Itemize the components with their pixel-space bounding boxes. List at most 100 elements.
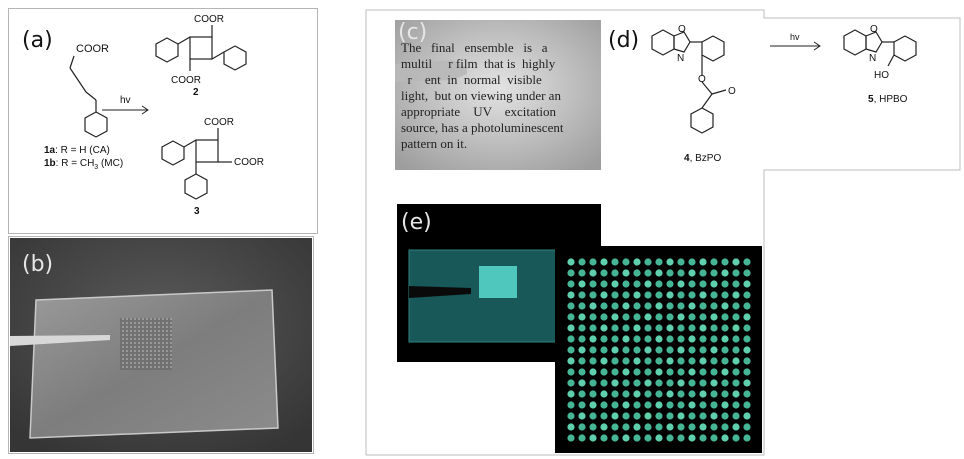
- array-dot: [710, 412, 718, 420]
- array-dot: [699, 335, 707, 343]
- array-dot: [732, 280, 740, 288]
- array-dot: [600, 379, 608, 387]
- array-dot: [622, 280, 630, 288]
- array-dot: [600, 357, 608, 365]
- array-dot: [600, 280, 608, 288]
- reaction-arrow-a: [102, 105, 149, 115]
- array-dot: [578, 324, 586, 332]
- array-dot: [666, 335, 674, 343]
- array-dot: [622, 379, 630, 387]
- dot-array: [567, 258, 751, 442]
- array-dot: [666, 313, 674, 321]
- product-3-coor-right: COOR: [234, 157, 264, 168]
- array-dot: [688, 368, 696, 376]
- array-dot: [743, 291, 751, 299]
- array-dot: [732, 291, 740, 299]
- compound-5-caption: 5, HPBO: [868, 94, 908, 105]
- array-dot: [732, 357, 740, 365]
- array-dot: [600, 401, 608, 409]
- array-dot: [743, 324, 751, 332]
- panel-d: (d) O N O O 4, BzPO hv: [604, 20, 958, 170]
- product-2-coor-bottom: COOR: [171, 75, 201, 86]
- array-dot: [666, 258, 674, 266]
- array-dot: [633, 280, 641, 288]
- array-dot: [600, 412, 608, 420]
- panel-b-label: (b): [22, 252, 54, 277]
- array-dot: [644, 401, 652, 409]
- array-dot: [644, 346, 652, 354]
- array-dot: [578, 423, 586, 431]
- array-dot: [644, 269, 652, 277]
- array-dot: [732, 401, 740, 409]
- array-dot: [600, 434, 608, 442]
- legend-1b: 1b: R = CH3 (MC): [44, 158, 123, 171]
- array-dot: [589, 269, 597, 277]
- array-dot: [732, 412, 740, 420]
- array-dot: [655, 390, 663, 398]
- array-dot: [589, 346, 597, 354]
- reagent-coor: COOR: [76, 43, 109, 55]
- array-dot: [589, 258, 597, 266]
- array-dot: [721, 324, 729, 332]
- array-dot: [567, 335, 575, 343]
- panel-e-label: (e): [401, 210, 432, 235]
- array-dot: [622, 258, 630, 266]
- array-dot: [655, 335, 663, 343]
- bzpo-carbonyl-o: O: [728, 86, 736, 97]
- array-dot: [578, 390, 586, 398]
- array-dot: [589, 291, 597, 299]
- array-dot: [666, 302, 674, 310]
- array-dot: [721, 302, 729, 310]
- hpbo-atom-o: O: [870, 24, 878, 35]
- panel-c-backdrop: [395, 20, 601, 170]
- bzpo-atom-n: N: [677, 53, 684, 64]
- array-dot: [644, 313, 652, 321]
- product-2-number: 2: [193, 87, 199, 98]
- array-dot: [688, 258, 696, 266]
- array-dot: [721, 335, 729, 343]
- array-dot: [666, 346, 674, 354]
- array-dot: [732, 368, 740, 376]
- bzpo-ester-o: O: [698, 74, 706, 85]
- array-dot: [589, 357, 597, 365]
- panel-b-photo: (b): [10, 238, 312, 452]
- array-dot: [688, 357, 696, 365]
- array-dot: [688, 280, 696, 288]
- array-dot: [721, 357, 729, 365]
- array-dot: [578, 258, 586, 266]
- array-dot: [622, 412, 630, 420]
- array-dot: [600, 302, 608, 310]
- array-dot: [611, 379, 619, 387]
- hpbo-atom-ho: HO: [874, 70, 889, 81]
- array-dot: [622, 368, 630, 376]
- array-dot: [677, 357, 685, 365]
- array-dot: [611, 368, 619, 376]
- array-dot: [589, 302, 597, 310]
- hpbo-atom-n: N: [869, 53, 876, 64]
- emission-square: [479, 266, 517, 298]
- array-dot: [633, 291, 641, 299]
- array-dot: [677, 302, 685, 310]
- tweezer-e: [409, 286, 471, 298]
- arrow-d-label-hv: hv: [790, 32, 800, 42]
- array-dot: [666, 434, 674, 442]
- array-dot: [743, 401, 751, 409]
- array-dot: [688, 379, 696, 387]
- array-dot: [655, 269, 663, 277]
- array-dot: [611, 346, 619, 354]
- array-dot: [721, 434, 729, 442]
- array-dot: [677, 346, 685, 354]
- array-dot: [666, 357, 674, 365]
- panel-c-line-2: multil r film that is highly: [401, 56, 556, 71]
- product-3-number: 3: [194, 206, 200, 217]
- array-dot: [600, 258, 608, 266]
- array-dot: [710, 280, 718, 288]
- array-dot: [589, 280, 597, 288]
- array-dot: [677, 258, 685, 266]
- panel-a-frame: [8, 8, 318, 234]
- array-dot: [732, 379, 740, 387]
- array-dot: [567, 390, 575, 398]
- array-dot: [633, 324, 641, 332]
- array-dot: [633, 412, 641, 420]
- array-dot: [600, 291, 608, 299]
